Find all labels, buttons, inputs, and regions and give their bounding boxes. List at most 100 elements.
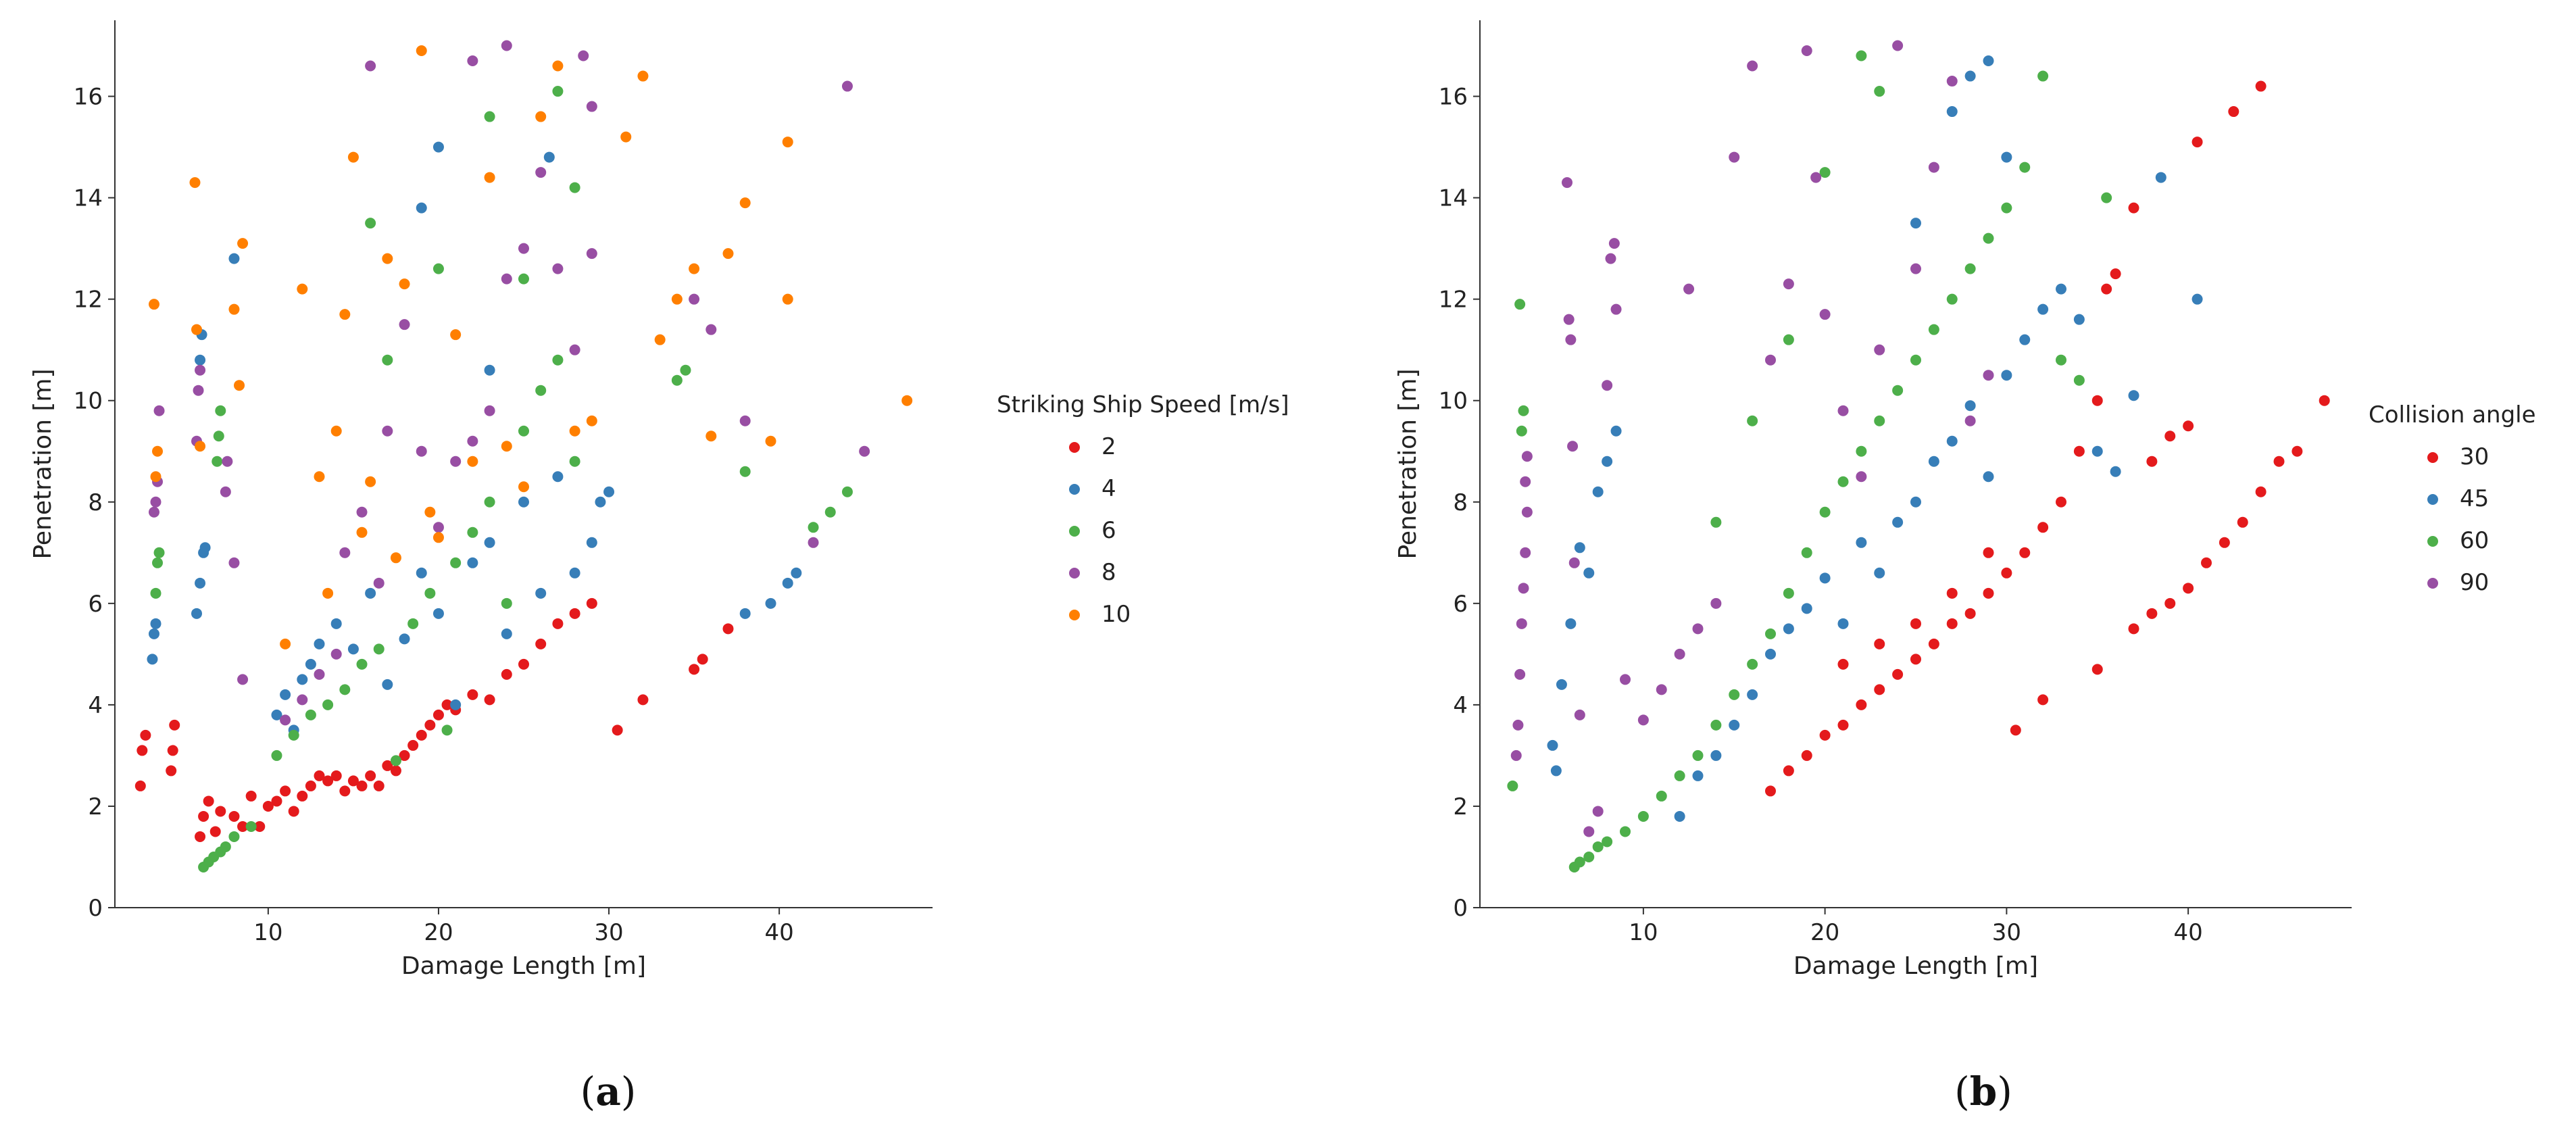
- chart-panel-a: 0 2 4 6 8 10 12 14 16 10 20 30 40 Damage Length [m] Pe…: [29, 20, 1289, 1114]
- y-axis-label: Penetration [m]: [1394, 368, 1422, 559]
- legend-title: Collision angle: [2369, 401, 2536, 428]
- data-point: [1910, 496, 1921, 508]
- data-point: [552, 618, 564, 629]
- data-point: [1874, 638, 1885, 649]
- data-point: [1592, 486, 1604, 497]
- data-point: [416, 729, 427, 741]
- data-point: [535, 111, 547, 122]
- x-tick-label: 30: [594, 919, 623, 946]
- data-point: [137, 745, 148, 756]
- data-point: [841, 80, 853, 92]
- data-point: [297, 790, 308, 802]
- data-point: [220, 486, 231, 497]
- data-point: [689, 293, 700, 305]
- data-point: [569, 567, 580, 579]
- data-point: [1602, 380, 1613, 391]
- data-point: [1819, 572, 1831, 584]
- data-point: [237, 238, 249, 249]
- data-point: [2056, 354, 2066, 366]
- series-6: [150, 86, 853, 873]
- data-point: [416, 45, 427, 57]
- data-point: [722, 248, 734, 260]
- data-point: [1583, 567, 1595, 579]
- data-point: [416, 202, 427, 214]
- data-point: [314, 471, 325, 483]
- data-point: [382, 425, 393, 437]
- data-point: [1819, 506, 1831, 518]
- data-point: [2037, 303, 2049, 315]
- data-point: [1674, 810, 1685, 822]
- data-point: [1892, 516, 1904, 528]
- data-point: [689, 263, 700, 274]
- data-point: [569, 182, 580, 193]
- data-point: [2056, 496, 2066, 508]
- series-90: [1510, 40, 1994, 837]
- data-point: [432, 532, 444, 543]
- data-point: [501, 441, 512, 452]
- data-point: [1520, 476, 1531, 487]
- data-point: [1946, 435, 1958, 447]
- data-point: [1512, 719, 1524, 731]
- data-point: [373, 780, 385, 791]
- data-point: [697, 654, 708, 665]
- data-point: [148, 299, 159, 310]
- data-point: [484, 694, 495, 706]
- data-point: [314, 770, 325, 781]
- data-point: [322, 587, 334, 599]
- data-point: [228, 253, 240, 264]
- data-point: [2164, 597, 2176, 609]
- data-point: [209, 826, 221, 837]
- y-tick-label: 8: [88, 489, 103, 516]
- data-point: [237, 674, 249, 685]
- data-point: [148, 628, 159, 639]
- data-point: [280, 689, 291, 700]
- data-point: [2128, 390, 2139, 401]
- data-point: [167, 745, 178, 756]
- data-point: [1565, 618, 1577, 629]
- data-point: [791, 567, 802, 579]
- series-2: [134, 597, 734, 842]
- data-point: [1874, 684, 1885, 695]
- data-point: [467, 689, 478, 700]
- data-point: [432, 709, 444, 720]
- legend-marker: [1069, 484, 1080, 495]
- data-point: [518, 425, 529, 437]
- data-point: [1810, 172, 1822, 183]
- data-point: [782, 577, 793, 589]
- series-30: [1765, 80, 2330, 797]
- data-point: [220, 841, 231, 852]
- data-point: [518, 243, 529, 254]
- data-point: [765, 597, 776, 609]
- data-point: [1783, 765, 1794, 777]
- data-point: [228, 557, 240, 568]
- data-point: [739, 197, 751, 209]
- data-point: [382, 354, 393, 366]
- data-point: [739, 608, 751, 619]
- data-point: [193, 385, 204, 396]
- data-point: [441, 699, 453, 710]
- data-point: [1819, 729, 1831, 741]
- data-point: [782, 137, 793, 148]
- data-point: [195, 354, 206, 366]
- data-point: [280, 638, 291, 649]
- data-point: [390, 552, 401, 564]
- data-point: [1910, 654, 1921, 665]
- data-point: [2101, 192, 2112, 203]
- data-point: [1910, 618, 1921, 629]
- data-point: [2183, 420, 2194, 432]
- data-point: [552, 263, 564, 274]
- legend-marker: [1069, 442, 1080, 453]
- data-point: [228, 303, 240, 315]
- data-point: [237, 820, 249, 832]
- data-point: [2164, 431, 2176, 442]
- data-point: [1620, 826, 1631, 837]
- data-point: [2001, 370, 2012, 381]
- data-point: [2292, 445, 2303, 457]
- data-point: [654, 334, 666, 345]
- data-point: [1983, 587, 1994, 599]
- panel-caption: (b): [1954, 1068, 2012, 1114]
- legend-marker: [2427, 578, 2438, 589]
- x-tick-label: 20: [1810, 919, 1839, 946]
- data-point: [1874, 344, 1885, 355]
- data-point: [2091, 445, 2103, 457]
